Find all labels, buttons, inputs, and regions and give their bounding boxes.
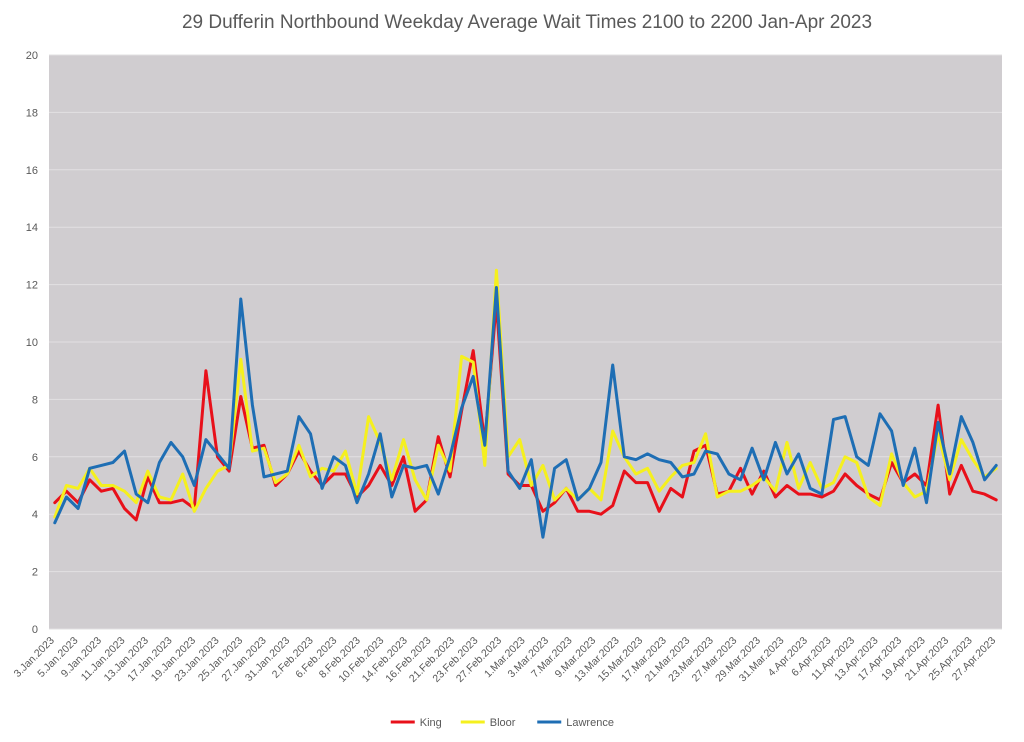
y-tick-label: 18 bbox=[26, 107, 38, 119]
y-tick-label: 16 bbox=[26, 165, 38, 177]
y-tick-label: 10 bbox=[26, 337, 38, 349]
legend-label-king: King bbox=[420, 717, 442, 729]
y-tick-label: 6 bbox=[32, 452, 38, 464]
series-line-king bbox=[53, 300, 998, 522]
y-tick-label: 8 bbox=[32, 394, 38, 406]
y-tick-label: 12 bbox=[26, 280, 38, 292]
y-tick-label: 2 bbox=[32, 567, 38, 579]
legend-label-bloor: Bloor bbox=[490, 717, 516, 729]
y-tick-label: 0 bbox=[32, 624, 38, 636]
series-line-lawrence bbox=[53, 286, 998, 539]
y-axis: 0 2 4 6 8 10 12 14 16 18 20 bbox=[26, 50, 38, 636]
gridlines bbox=[49, 54, 1002, 630]
legend: King Bloor Lawrence bbox=[390, 717, 614, 729]
y-tick-label: 4 bbox=[32, 509, 38, 521]
series-line-bloor bbox=[53, 268, 998, 519]
chart-title: 29 Dufferin Northbound Weekday Average W… bbox=[182, 12, 872, 33]
y-tick-label: 20 bbox=[26, 50, 38, 62]
y-tick-label: 14 bbox=[26, 222, 38, 234]
legend-label-lawrence: Lawrence bbox=[566, 717, 614, 729]
series-lines bbox=[53, 268, 998, 539]
x-axis: 3.Jan.20235.Jan.20239.Jan.202311.Jan.202… bbox=[12, 635, 999, 685]
